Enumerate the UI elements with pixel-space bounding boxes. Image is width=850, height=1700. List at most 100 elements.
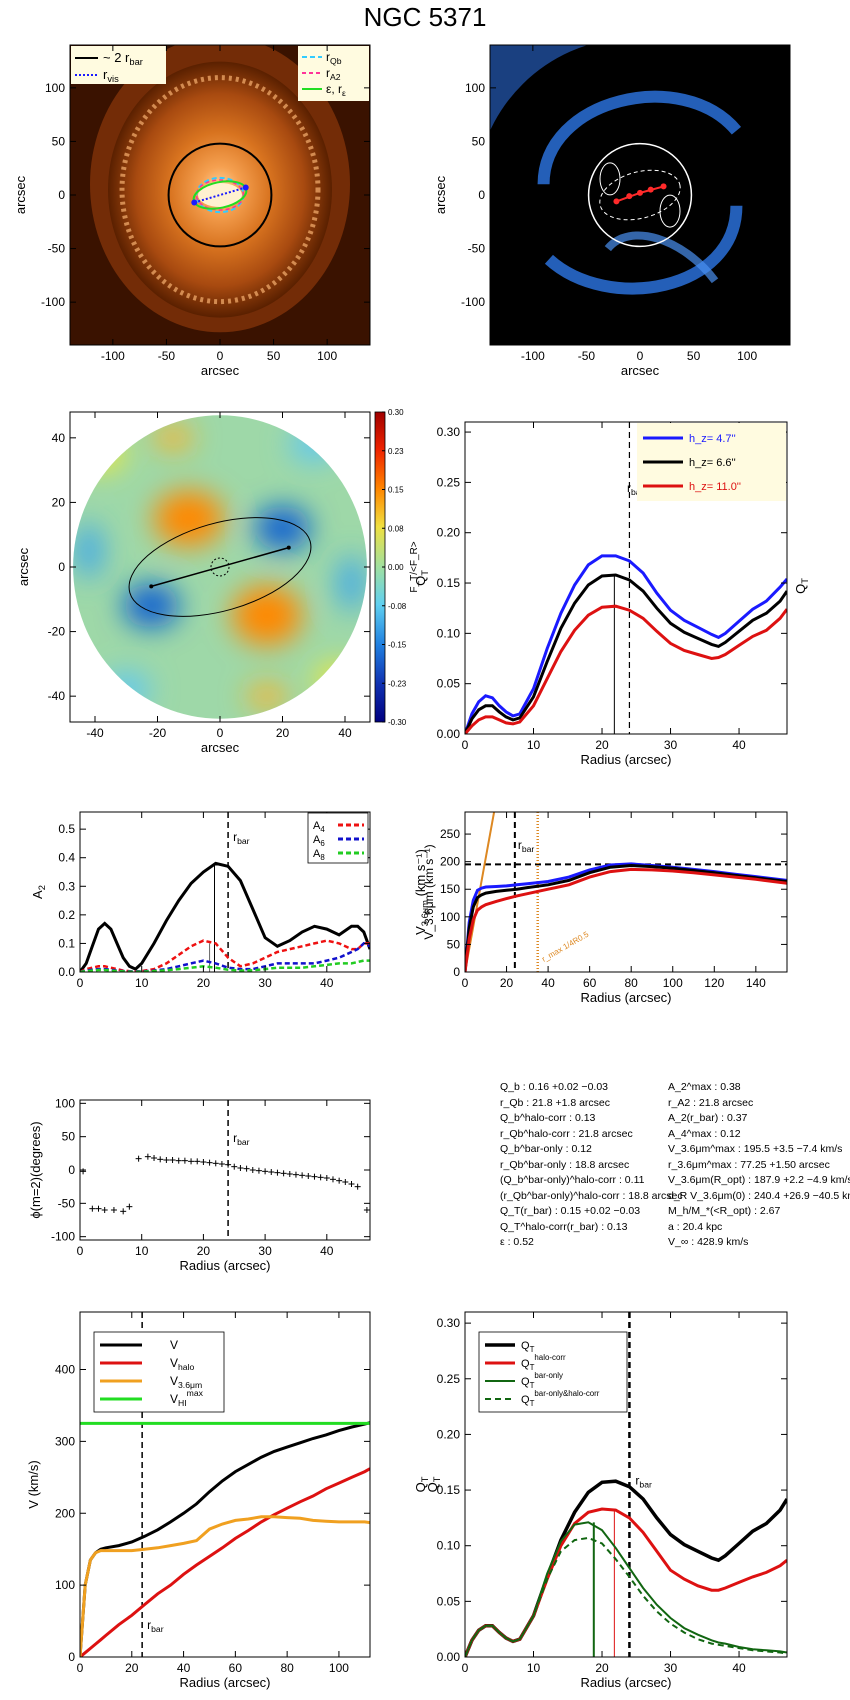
plot-frame — [79, 1099, 371, 1241]
y-tick-label: 0.10 — [437, 626, 461, 640]
phase-point — [157, 1156, 164, 1163]
axis-endpoint — [286, 545, 291, 550]
legend-label: VHImax — [170, 1388, 204, 1408]
parameter-row: A_4^max : 0.12 — [668, 1127, 741, 1140]
phase-point — [305, 1173, 312, 1179]
rvis-endpoint — [191, 199, 198, 206]
y-tick-label: 40 — [52, 431, 66, 445]
x-tick-label: 10 — [527, 1661, 541, 1675]
force-blob — [254, 506, 311, 551]
series-line — [465, 554, 787, 734]
plot-area — [465, 422, 787, 734]
x-tick-label: 40 — [338, 726, 352, 740]
series-line — [465, 867, 787, 972]
x-axis-label: Radius (arcsec) — [179, 1675, 270, 1690]
y-axis-label: arcsec — [16, 547, 31, 586]
phase-point — [268, 1169, 275, 1175]
y-tick-label: 400 — [55, 1363, 75, 1377]
y-tick-label: -20 — [48, 625, 66, 639]
x-axis-label: arcsec — [201, 740, 240, 755]
y-axis-label-group: V (km/s) — [26, 1460, 41, 1508]
parameter-row: Q_T(r_bar) : 0.15 +0.02 −0.03 — [500, 1205, 641, 1217]
rbar-annotation: rbar — [233, 830, 250, 846]
axes: 0 20 40 60 80 100 120 140 0 50 100 150 200 250 Radius … — [413, 811, 788, 1005]
legend-label: A8 — [313, 848, 325, 862]
legend-label: ~ 2 rbar — [103, 50, 143, 67]
x-tick-label: -100 — [521, 349, 545, 363]
y-tick-label: -50 — [468, 242, 486, 256]
parameters-panel: Q_b : 0.16 +0.02 −0.03 r_Qb : 21.8 +1.8 a… — [500, 1080, 850, 1280]
y-tick-label: 0.3 — [58, 879, 75, 893]
legend-label: QTbar-only&halo-corr — [521, 1389, 600, 1408]
colorbar: 0.30 0.23 0.15 0.08 0.00 -0.08 -0.15 -0.23 -0.30… — [374, 408, 420, 727]
parameter-row: r_3.6μm^max : 77.25 +1.50 arcsec — [668, 1158, 830, 1171]
force-blob — [153, 490, 224, 547]
qt-halo-corrected-chart: 0 10 20 30 40 0.00 0.05 0.10 0.15 0.20 0.25 0.30 Rad… — [413, 1311, 788, 1690]
legend-label: A4 — [313, 820, 325, 834]
colorbar-tick-label: -0.15 — [388, 641, 407, 650]
rotation-curve-panel: 0 20 40 60 80 100 120 140 0 50 100 150 200 250 Radius … — [413, 790, 850, 1040]
spiral-arm-knots — [119, 75, 321, 305]
force-map-panel: -40 -20 0 20 40 40 20 0 -20 -40 arcsec arcsec 0.30 0.… — [0, 400, 420, 780]
phase-point — [299, 1172, 306, 1179]
colorbar-label: F_T/<F_R> — [409, 541, 420, 592]
y-tick-label: 0.2 — [58, 908, 75, 922]
y-axis-label: QT — [425, 1476, 442, 1492]
axes: 0 10 20 30 40 0.00 0.05 0.10 0.15 0.20 0.25 0.30 Rad… — [413, 421, 788, 767]
parameter-row: V_∞ : 428.9 km/s — [668, 1236, 749, 1248]
legend-box — [71, 46, 166, 84]
series-line — [80, 1515, 370, 1657]
phase-point — [354, 1183, 361, 1190]
parameter-row: Q_b^bar-only : 0.12 — [500, 1143, 592, 1155]
y-tick-label: -50 — [58, 1196, 76, 1210]
x-tick-label: 0 — [637, 349, 644, 363]
phase-point — [194, 1158, 201, 1165]
y-tick-label: 0.25 — [437, 475, 461, 489]
force-blob — [123, 583, 180, 628]
phase-point — [225, 1161, 232, 1168]
phase-point — [169, 1157, 176, 1163]
force-blob — [102, 671, 151, 708]
legend-label: QTbar-only — [521, 1371, 563, 1390]
phase-point — [175, 1157, 182, 1164]
x-tick-label: 100 — [317, 349, 337, 363]
bar-contour — [599, 169, 681, 221]
y-axis-label-group: QT — [425, 1476, 442, 1492]
fourier-amplitudes-panel: 0 10 20 30 40 0.0 0.1 0.2 0.3 0.4 0.5 A2 rbar A4 A6 A8 — [0, 790, 420, 1040]
bar-marker — [637, 189, 643, 196]
y-axis-label-group: A2 — [30, 885, 47, 899]
phase-point — [363, 1207, 370, 1213]
x-tick-label: -20 — [149, 726, 167, 740]
phase-point — [200, 1159, 207, 1165]
colorbar-tick-label: -0.08 — [388, 602, 407, 611]
phase-point — [188, 1158, 195, 1165]
bar-marker — [626, 193, 633, 200]
rmax-annotation: r_max 1/4R0.5 — [540, 929, 590, 963]
x-tick-label: 0 — [217, 349, 224, 363]
parameter-row: (r_Qb^bar-only)^halo-corr : 18.8 arcsec — [500, 1189, 683, 1202]
x-axis-label: Radius (arcsec) — [580, 1675, 671, 1690]
x-tick-label: 100 — [663, 976, 683, 990]
bar-ellipse — [128, 517, 312, 617]
x-tick-label: -100 — [101, 349, 125, 363]
phase-point — [262, 1168, 269, 1175]
phase-point — [292, 1171, 299, 1178]
parameter-row: V_3.6μm(R_opt) : 187.9 +2.2 −4.9 km/s — [668, 1174, 850, 1186]
legend-label: rvis — [103, 67, 119, 84]
parameter-row: Q_T^halo-corr(r_bar) : 0.13 — [500, 1220, 628, 1233]
phase-point — [274, 1169, 281, 1176]
x-tick-label: 40 — [320, 976, 334, 990]
legend-label: QThalo-corr — [521, 1353, 566, 1372]
y-tick-label: 0.20 — [437, 1427, 461, 1441]
y-axis-label: V3.6μm (km s⁻¹) — [413, 849, 430, 935]
colorbar-tick-label: 0.08 — [388, 524, 404, 533]
x-tick-label: 20 — [125, 1661, 139, 1675]
bar-marker — [660, 183, 667, 190]
parameter-row: a : 20.4 kpc — [668, 1220, 723, 1233]
y-axis-label-group: QT — [413, 1476, 430, 1492]
phase-point — [126, 1203, 133, 1210]
y-tick-label: 0 — [58, 188, 65, 202]
parameters-right-column: A_2^max : 0.38 r_A2 : 21.8 arcsec A_2(r_ba… — [668, 1080, 850, 1251]
legend: QTQThalo-corrQTbar-onlyQTbar-only&halo-c… — [478, 1331, 628, 1413]
